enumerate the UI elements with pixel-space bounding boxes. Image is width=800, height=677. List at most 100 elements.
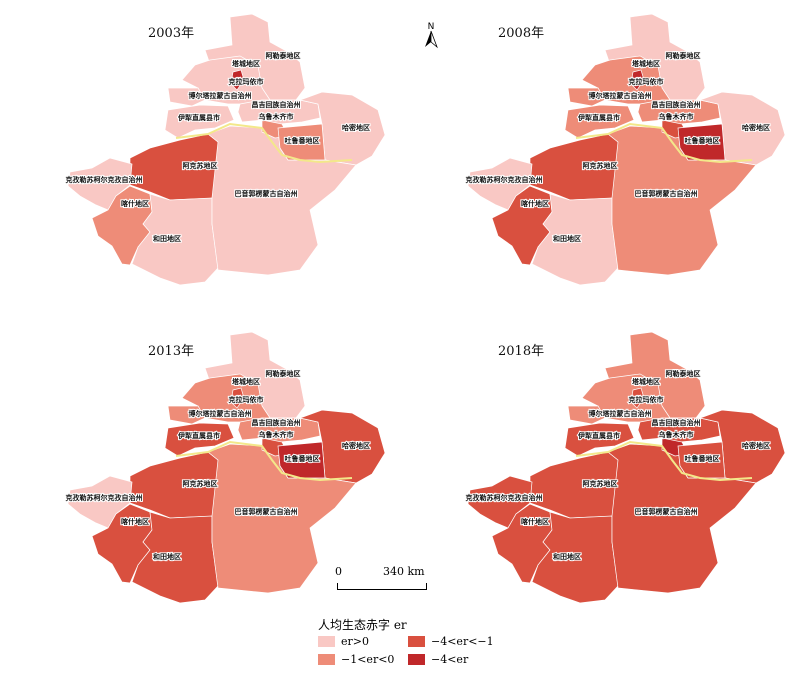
region-label-altay: 阿勒泰地区 — [666, 369, 701, 378]
region-label-tacheng: 塔城地区 — [232, 59, 260, 68]
region-label-aksu: 阿克苏地区 — [583, 161, 618, 170]
legend-label: −1<er<0 — [341, 652, 395, 666]
region-label-changji: 昌吉回族自治州 — [652, 100, 701, 109]
region-changji — [637, 417, 721, 443]
map-panel-2008: 阿勒泰地区 塔城地区 克拉玛依市 博尔塔拉蒙古自治州 昌吉回族自治州 伊犁直属县市 乌鲁木齐… — [400, 0, 800, 300]
region-label-kizilsu: 克孜勒苏柯尔克孜自治州 — [466, 175, 543, 184]
region-changji — [637, 99, 721, 125]
region-ili — [164, 422, 235, 457]
region-label-bortala: 博尔塔拉蒙古自治州 — [589, 409, 652, 418]
legend-swatch — [408, 635, 425, 647]
year-label: 2003年 — [148, 26, 195, 41]
region-label-urumqi: 乌鲁木齐市 — [259, 112, 294, 121]
region-karamay — [230, 69, 245, 91]
region-bortala — [567, 405, 606, 425]
region-label-bayingol: 巴音郭楞蒙古自治州 — [635, 189, 698, 198]
legend-label: er>0 — [341, 634, 369, 648]
region-label-kizilsu: 克孜勒苏柯尔克孜自治州 — [466, 493, 543, 502]
region-label-altay: 阿勒泰地区 — [266, 369, 301, 378]
region-label-ili: 伊犁直属县市 — [577, 431, 620, 440]
region-hami — [298, 409, 386, 484]
region-label-karamay: 克拉玛依市 — [229, 77, 264, 86]
region-label-urumqi: 乌鲁木齐市 — [659, 112, 694, 121]
region-label-turpan: 吐鲁番地区 — [685, 136, 720, 145]
region-hami — [298, 91, 386, 166]
region-label-tacheng: 塔城地区 — [232, 377, 260, 386]
region-label-turpan: 吐鲁番地区 — [285, 454, 320, 463]
legend-label: −4<er — [431, 652, 469, 666]
legend-swatch — [318, 653, 335, 665]
region-label-changji: 昌吉回族自治州 — [652, 418, 701, 427]
region-ili — [164, 104, 235, 139]
region-label-kizilsu: 克孜勒苏柯尔克孜自治州 — [66, 493, 143, 502]
region-label-tacheng: 塔城地区 — [632, 59, 660, 68]
region-ili — [564, 422, 635, 457]
legend-item: −4<er — [408, 652, 468, 666]
region-changji — [237, 417, 321, 443]
region-label-kashgar: 喀什地区 — [521, 199, 549, 208]
region-label-altay: 阿勒泰地区 — [666, 51, 701, 60]
boundary-line — [575, 440, 753, 482]
north-label: N — [428, 22, 435, 32]
region-label-bortala: 博尔塔拉蒙古自治州 — [189, 91, 252, 100]
legend-item: er>0 — [318, 634, 369, 648]
region-label-karamay: 克拉玛依市 — [229, 395, 264, 404]
legend: 人均生态赤字 er er>0 −1<er<0 −4<er<−1 −4<er — [318, 616, 518, 676]
boundary-line — [175, 440, 353, 482]
region-karamay — [230, 387, 245, 409]
region-karamay — [630, 69, 645, 91]
region-label-bortala: 博尔塔拉蒙古自治州 — [589, 91, 652, 100]
region-label-hami: 哈密地区 — [742, 123, 770, 132]
year-label: 2008年 — [498, 26, 545, 41]
region-label-karamay: 克拉玛依市 — [629, 395, 664, 404]
legend-swatch — [318, 635, 335, 647]
legend-swatch — [408, 653, 425, 665]
legend-item: −4<er<−1 — [408, 634, 494, 648]
region-label-kizilsu: 克孜勒苏柯尔克孜自治州 — [66, 175, 143, 184]
scale-end: 340 km — [383, 565, 425, 578]
region-label-karamay: 克拉玛依市 — [629, 77, 664, 86]
boundary-line — [575, 122, 753, 164]
north-arrow-icon: N — [422, 20, 440, 50]
region-label-bortala: 博尔塔拉蒙古自治州 — [189, 409, 252, 418]
year-label: 2013年 — [148, 344, 195, 359]
region-label-hotan: 和田地区 — [152, 234, 181, 243]
region-label-changji: 昌吉回族自治州 — [252, 100, 301, 109]
region-label-ili: 伊犁直属县市 — [177, 431, 220, 440]
region-label-tacheng: 塔城地区 — [632, 377, 660, 386]
region-label-aksu: 阿克苏地区 — [183, 479, 218, 488]
region-hami — [698, 409, 786, 484]
region-ili — [564, 104, 635, 139]
region-label-kashgar: 喀什地区 — [521, 517, 549, 526]
scale-bar: 0 340 km — [335, 565, 445, 590]
region-bortala — [167, 87, 206, 107]
region-changji — [237, 99, 321, 125]
region-label-changji: 昌吉回族自治州 — [252, 418, 301, 427]
region-label-altay: 阿勒泰地区 — [266, 51, 301, 60]
region-label-hotan: 和田地区 — [552, 552, 581, 561]
region-label-urumqi: 乌鲁木齐市 — [259, 430, 294, 439]
region-bortala — [567, 87, 606, 107]
map-panel-2003: 阿勒泰地区 塔城地区 克拉玛依市 博尔塔拉蒙古自治州 昌吉回族自治州 伊犁直属县市 乌鲁木齐… — [0, 0, 400, 300]
region-label-kashgar: 喀什地区 — [121, 199, 149, 208]
region-label-hami: 哈密地区 — [342, 123, 370, 132]
region-label-kashgar: 喀什地区 — [121, 517, 149, 526]
legend-item: −1<er<0 — [318, 652, 394, 666]
legend-title: 人均生态赤字 er — [318, 618, 407, 632]
region-hami — [698, 91, 786, 166]
map-panel-2013: 阿勒泰地区 塔城地区克拉玛依市博尔塔拉蒙古自治州 昌吉回族自治州伊犁直属县市 乌鲁木齐… — [0, 318, 400, 618]
region-label-aksu: 阿克苏地区 — [183, 161, 218, 170]
region-bortala — [167, 405, 206, 425]
scale-bar-line — [337, 583, 427, 590]
region-label-bayingol: 巴音郭楞蒙古自治州 — [635, 507, 698, 516]
region-label-bayingol: 巴音郭楞蒙古自治州 — [235, 507, 298, 516]
scale-start: 0 — [335, 565, 342, 578]
legend-label: −4<er<−1 — [431, 634, 494, 648]
region-label-turpan: 吐鲁番地区 — [285, 136, 320, 145]
map-panel-2018: 阿勒泰地区 塔城地区 克拉玛依市 博尔塔拉蒙古自治州 昌吉回族自治州 伊犁直属县市 乌鲁木齐… — [400, 318, 800, 618]
year-label: 2018年 — [498, 344, 545, 359]
region-label-hami: 哈密地区 — [342, 441, 370, 450]
boundary-line — [175, 122, 353, 164]
region-label-bayingol: 巴音郭楞蒙古自治州 — [235, 189, 298, 198]
region-label-hotan: 和田地区 — [552, 234, 581, 243]
